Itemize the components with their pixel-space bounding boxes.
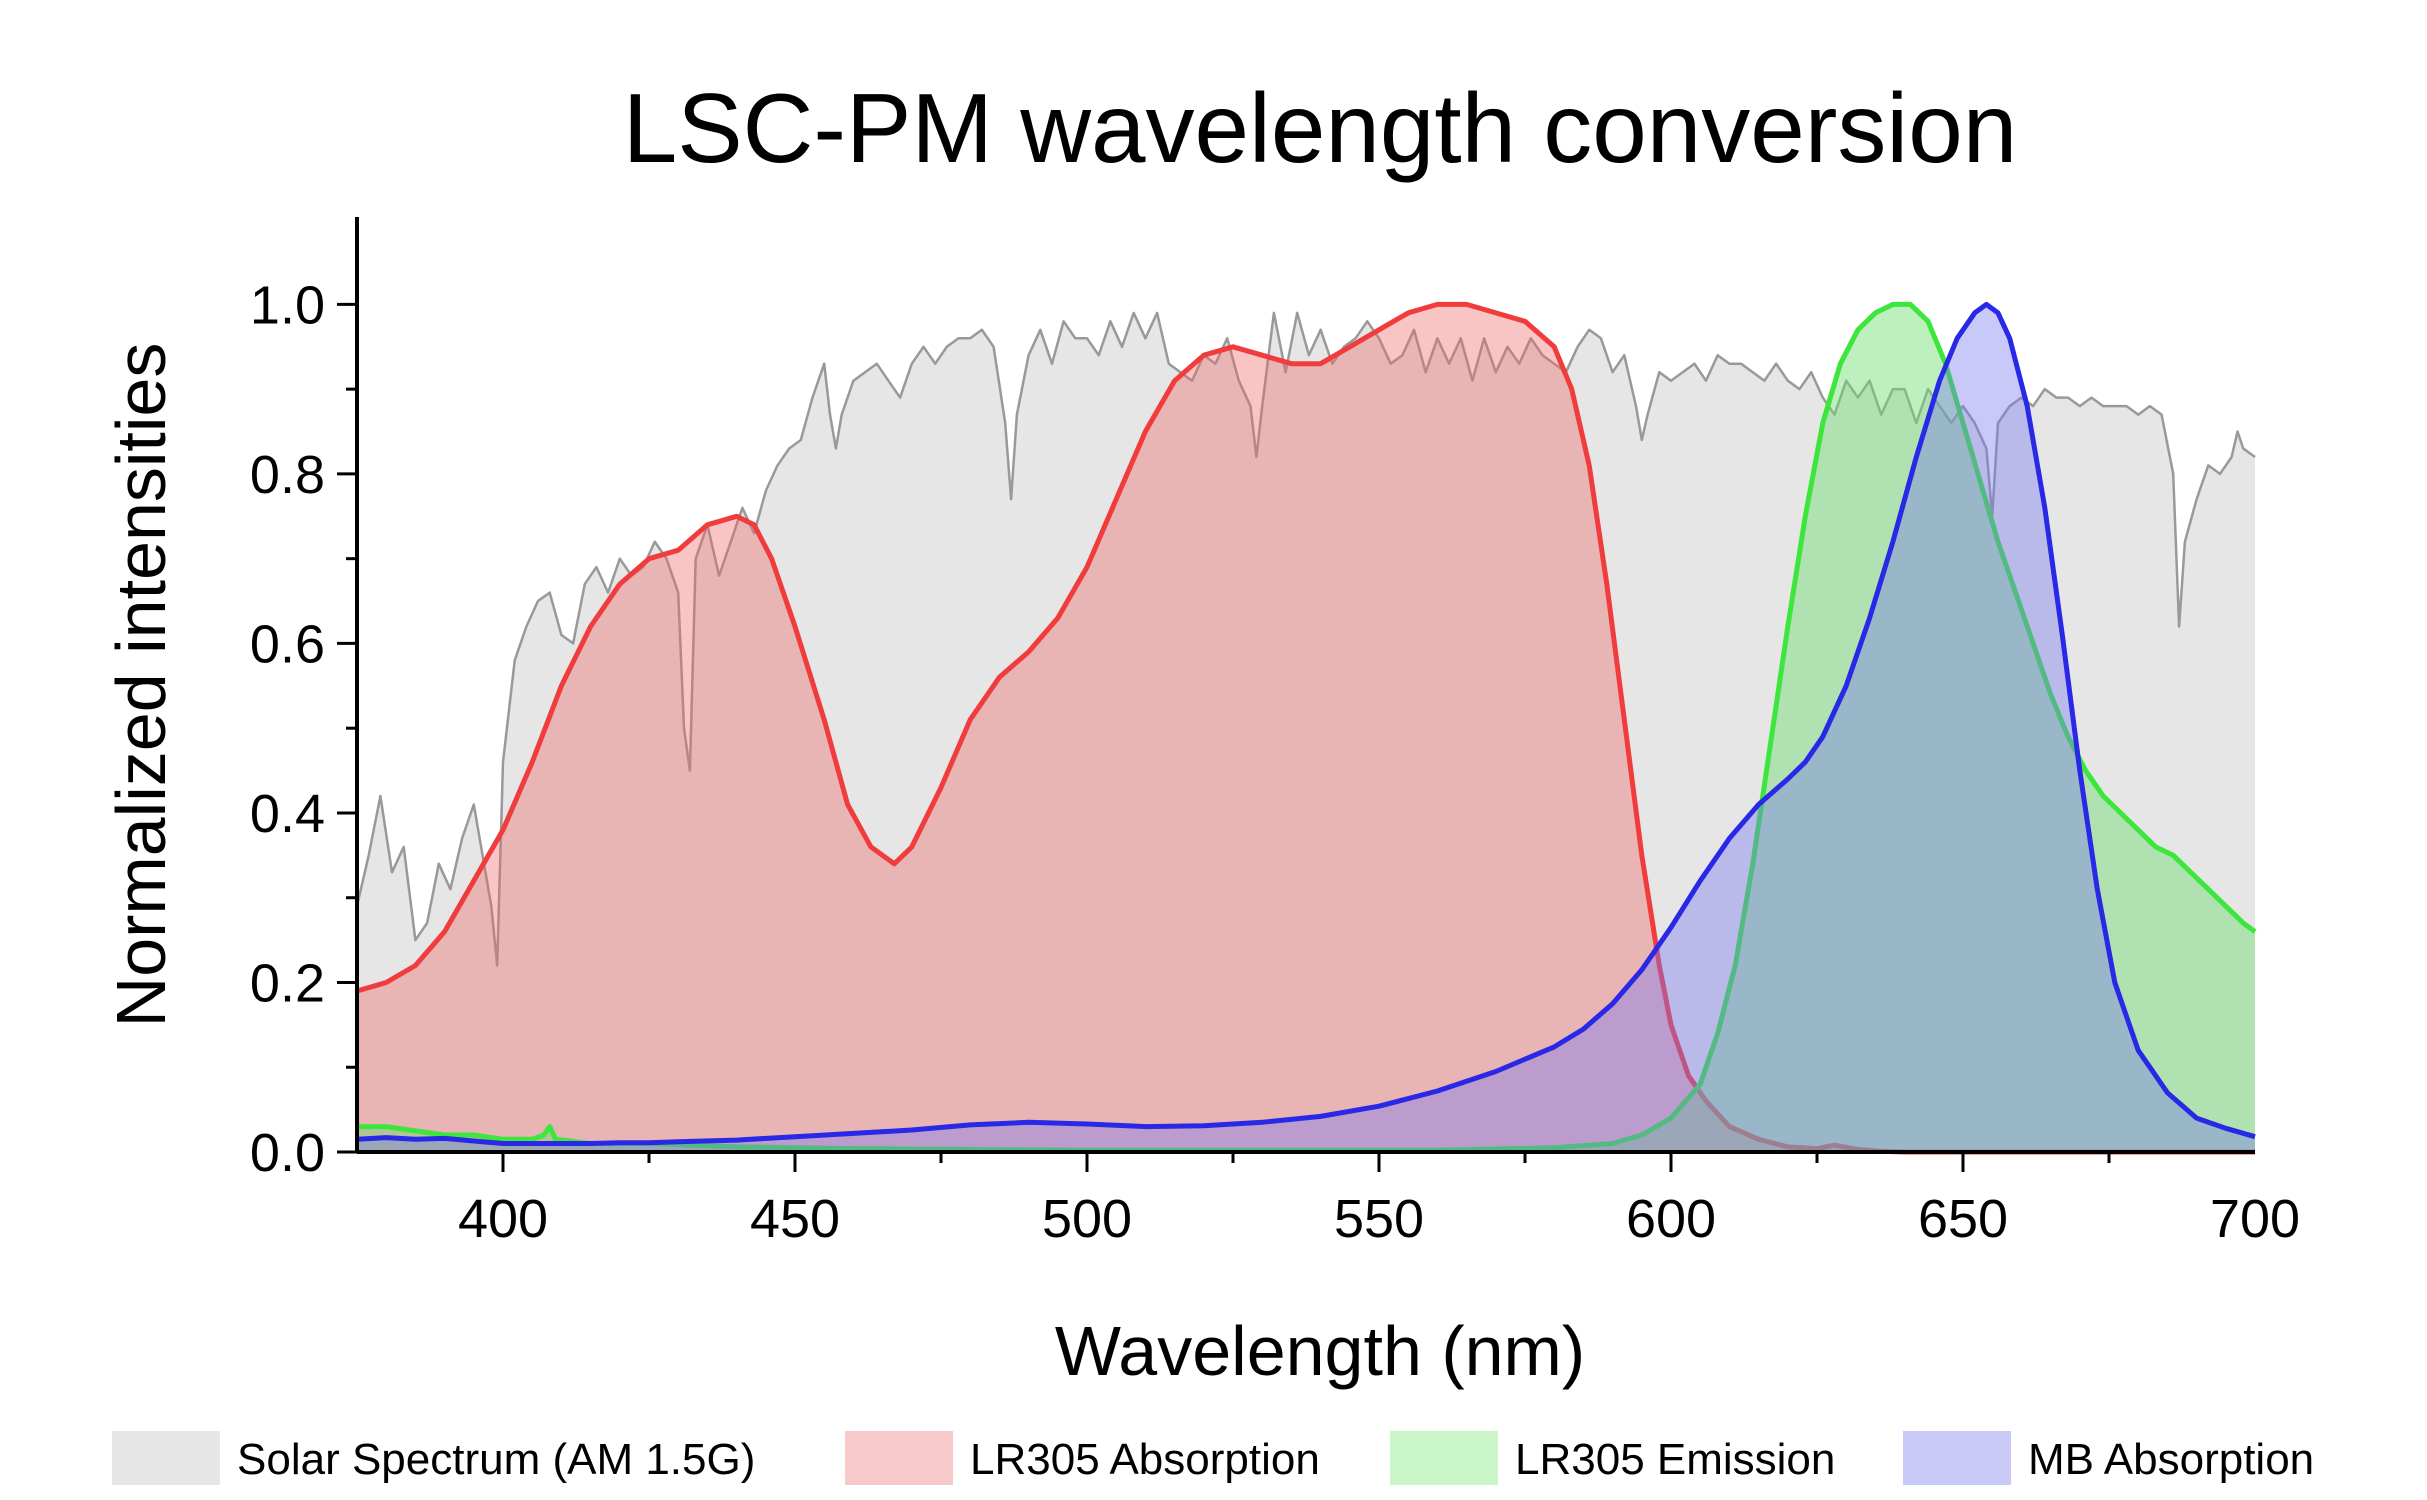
legend-swatch bbox=[1390, 1431, 1498, 1485]
series-lr305-absorption bbox=[356, 301, 2255, 1155]
series-line-lr305-absorption bbox=[356, 301, 2255, 1155]
legend-label: LR305 Emission bbox=[1515, 1435, 1835, 1484]
legend-label: MB Absorption bbox=[2028, 1435, 2314, 1484]
chart-title: LSC-PM wavelength conversion bbox=[623, 73, 2017, 183]
x-tick-label: 700 bbox=[2210, 1189, 2300, 1249]
x-tick-label: 650 bbox=[1918, 1189, 2008, 1249]
x-ticks: 400 450 500 550 600 650 700 bbox=[458, 1152, 2300, 1249]
series-layer bbox=[355, 301, 2257, 1155]
legend-item-lr305-emission: LR305 Emission bbox=[1390, 1431, 1835, 1485]
series-lr305-emission bbox=[357, 301, 2257, 1153]
series-area-lr305-emission bbox=[357, 304, 2255, 1152]
x-tick-label: 400 bbox=[458, 1189, 548, 1249]
series-line-mb-absorption bbox=[356, 301, 2256, 1146]
series-mb-absorption bbox=[356, 301, 2256, 1152]
series-solar-spectrum-am-1-5g bbox=[355, 311, 2256, 1152]
legend-swatch bbox=[112, 1431, 220, 1485]
legend-item-mb-absorption: MB Absorption bbox=[1903, 1431, 2314, 1485]
series-area-lr305-absorption bbox=[357, 304, 2255, 1152]
axes-layer: 400 450 500 550 600 650 700 0.0 0.2 0.4 0.6 0.8 1.0 bbox=[250, 217, 2300, 1249]
x-tick-label: 450 bbox=[750, 1189, 840, 1249]
y-tick-label: 0.4 bbox=[250, 784, 325, 844]
y-tick-label: 0.6 bbox=[250, 614, 325, 674]
series-area-solar-spectrum-am-1-5g bbox=[357, 312, 2255, 1152]
y-tick-label: 1.0 bbox=[250, 275, 325, 335]
x-axis-title: Wavelength (nm) bbox=[1055, 1312, 1585, 1390]
legend: Solar Spectrum (AM 1.5G) LR305 Absorption… bbox=[112, 1431, 2314, 1485]
y-ticks: 0.0 0.2 0.4 0.6 0.8 1.0 bbox=[250, 275, 357, 1183]
legend-item-lr305-absorption: LR305 Absorption bbox=[845, 1431, 1320, 1485]
x-tick-label: 550 bbox=[1334, 1189, 1424, 1249]
y-tick-label: 0.8 bbox=[250, 445, 325, 505]
y-tick-label: 0.2 bbox=[250, 953, 325, 1013]
series-area-mb-absorption bbox=[357, 304, 2255, 1152]
legend-swatch bbox=[1903, 1431, 2011, 1485]
series-line-solar-spectrum-am-1-5g bbox=[355, 311, 2256, 967]
legend-swatch bbox=[845, 1431, 953, 1485]
y-axis-title: Normalized intensities bbox=[102, 343, 180, 1028]
series-line-lr305-emission bbox=[357, 301, 2257, 1153]
legend-label: LR305 Absorption bbox=[970, 1435, 1320, 1484]
y-tick-label: 0.0 bbox=[250, 1123, 325, 1183]
legend-label: Solar Spectrum (AM 1.5G) bbox=[237, 1435, 755, 1484]
x-tick-label: 500 bbox=[1042, 1189, 1132, 1249]
x-tick-label: 600 bbox=[1626, 1189, 1716, 1249]
legend-item-solar-spectrum-am-1-5g: Solar Spectrum (AM 1.5G) bbox=[112, 1431, 755, 1485]
